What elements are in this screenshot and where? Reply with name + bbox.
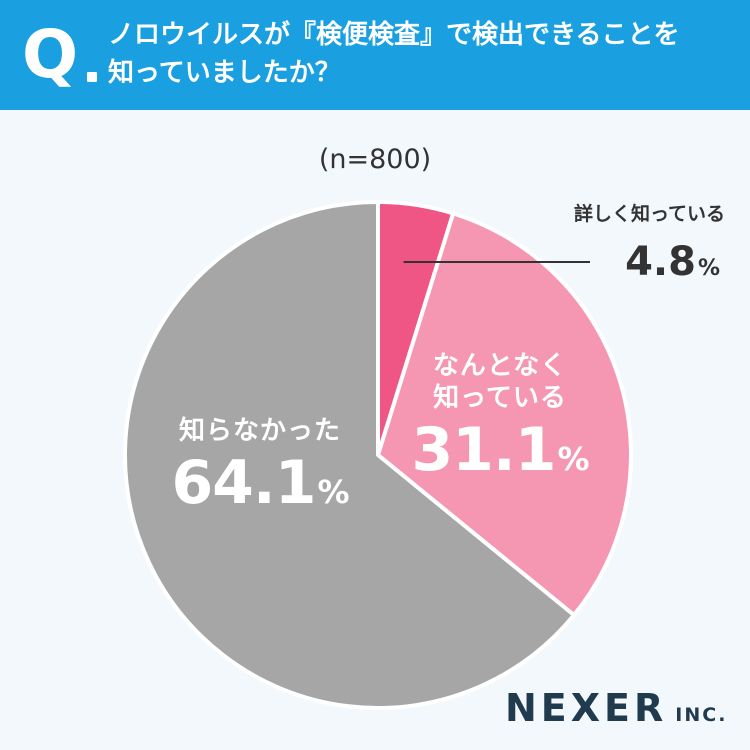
q-mark: Q xyxy=(22,16,79,93)
slice-value-detailed: 4.8% xyxy=(590,236,720,295)
question-line-2: 知っていましたか？ xyxy=(108,58,341,88)
question-header: Q ノロウイルスが『検便検査』で検出できることを 知っていましたか？ xyxy=(0,0,750,110)
slice-label-group-somewhat: なんとなく 知っている 31.1% xyxy=(400,350,600,495)
percent-sign: % xyxy=(317,473,349,511)
slice-value-somewhat: 31.1% xyxy=(400,414,600,495)
slice-label-somewhat-line2: 知っている xyxy=(433,383,567,413)
pie-slice-somewhat xyxy=(376,211,633,618)
slice-value-detailed-number: 4.8 xyxy=(625,239,696,285)
slice-label-unaware: 知らなかった xyxy=(178,416,341,446)
logo-suffix: INC. xyxy=(675,704,728,726)
slice-value-unaware: 64.1% xyxy=(145,447,375,528)
slice-label-group-unaware: 知らなかった 64.1% xyxy=(145,415,375,528)
slice-label-somewhat-line1: なんとなく xyxy=(432,351,568,381)
slice-value-unaware-number: 64.1 xyxy=(171,448,316,518)
slice-label-detailed: 詳しく知っている xyxy=(573,203,725,225)
pie-slice-unaware xyxy=(123,200,576,710)
q-dot xyxy=(87,72,97,82)
percent-sign: % xyxy=(697,256,720,281)
logo-main: NEXER xyxy=(505,686,668,730)
question-line-1: ノロウイルスが『検便検査』で検出できることを xyxy=(108,20,680,50)
percent-sign: % xyxy=(557,440,589,478)
company-logo: NEXER INC. xyxy=(505,686,735,730)
question-text: ノロウイルスが『検便検査』で検出できることを 知っていましたか？ xyxy=(108,16,738,92)
slice-value-somewhat-number: 31.1 xyxy=(411,415,556,485)
sample-size: (n=800) xyxy=(318,144,432,175)
